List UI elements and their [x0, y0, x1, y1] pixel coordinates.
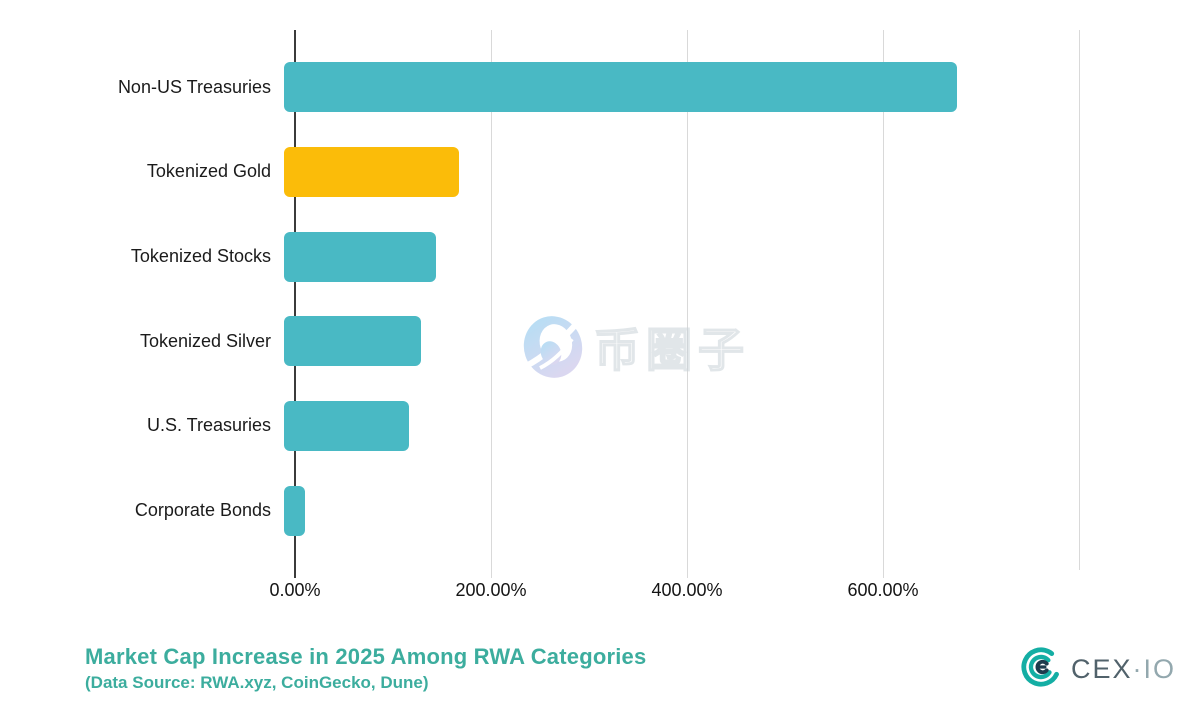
plot-area — [295, 30, 1080, 578]
chart-title: Market Cap Increase in 2025 Among RWA Ca… — [85, 644, 647, 669]
category-label: Corporate Bonds — [134, 500, 271, 521]
bar-corporate-bonds — [284, 485, 305, 536]
bar-track — [283, 316, 1079, 367]
x-tick-label: 600.00% — [847, 580, 919, 600]
bar-u-s-treasuries — [284, 400, 410, 451]
gridline — [883, 30, 884, 578]
bar-row: U.S. Treasuries — [0, 384, 1079, 469]
category-label: Tokenized Silver — [139, 330, 271, 351]
gridline — [1079, 30, 1080, 570]
bar-row: Non-US Treasuries — [0, 45, 1079, 130]
category-label: Tokenized Stocks — [130, 246, 271, 267]
bar-row: Tokenized Stocks — [0, 214, 1079, 299]
bar-track — [283, 485, 1079, 536]
bar-rows: Non-US Treasuries Tokenized Gold Tokeniz… — [0, 45, 1079, 553]
gridline — [491, 30, 492, 578]
bar-tokenized-gold — [284, 146, 460, 197]
x-tick-label: 400.00% — [651, 580, 723, 600]
category-label: Tokenized Gold — [146, 161, 271, 182]
x-axis-ticks: 0.00% 200.00% 400.00% 600.00% — [269, 580, 1079, 604]
bar-tokenized-stocks — [284, 231, 437, 282]
gridline — [687, 30, 688, 578]
x-tick-label: 200.00% — [455, 580, 527, 600]
category-label: U.S. Treasuries — [146, 415, 271, 436]
bar-track — [283, 231, 1079, 282]
bar-row: Tokenized Silver — [0, 299, 1079, 384]
cexio-logo-text: CEX·IO — [1071, 654, 1177, 684]
chart-subtitle: (Data Source: RWA.xyz, CoinGecko, Dune) — [85, 673, 429, 692]
bar-row: Corporate Bonds — [0, 468, 1079, 553]
bar-tokenized-silver — [284, 316, 422, 367]
y-axis-line — [294, 30, 296, 578]
cexio-logo-mark-icon — [1020, 646, 1062, 693]
bar-track — [283, 146, 1079, 197]
cexio-logo: CEX·IO — [1020, 646, 1176, 693]
category-label: Non-US Treasuries — [117, 76, 271, 97]
footer-titles: Market Cap Increase in 2025 Among RWA Ca… — [85, 644, 646, 693]
bar-track — [283, 62, 1079, 113]
bar-row: Tokenized Gold — [0, 130, 1079, 215]
bar-non-us-treasuries — [284, 62, 957, 113]
bar-track — [283, 400, 1079, 451]
x-tick-label: 0.00% — [269, 580, 321, 600]
